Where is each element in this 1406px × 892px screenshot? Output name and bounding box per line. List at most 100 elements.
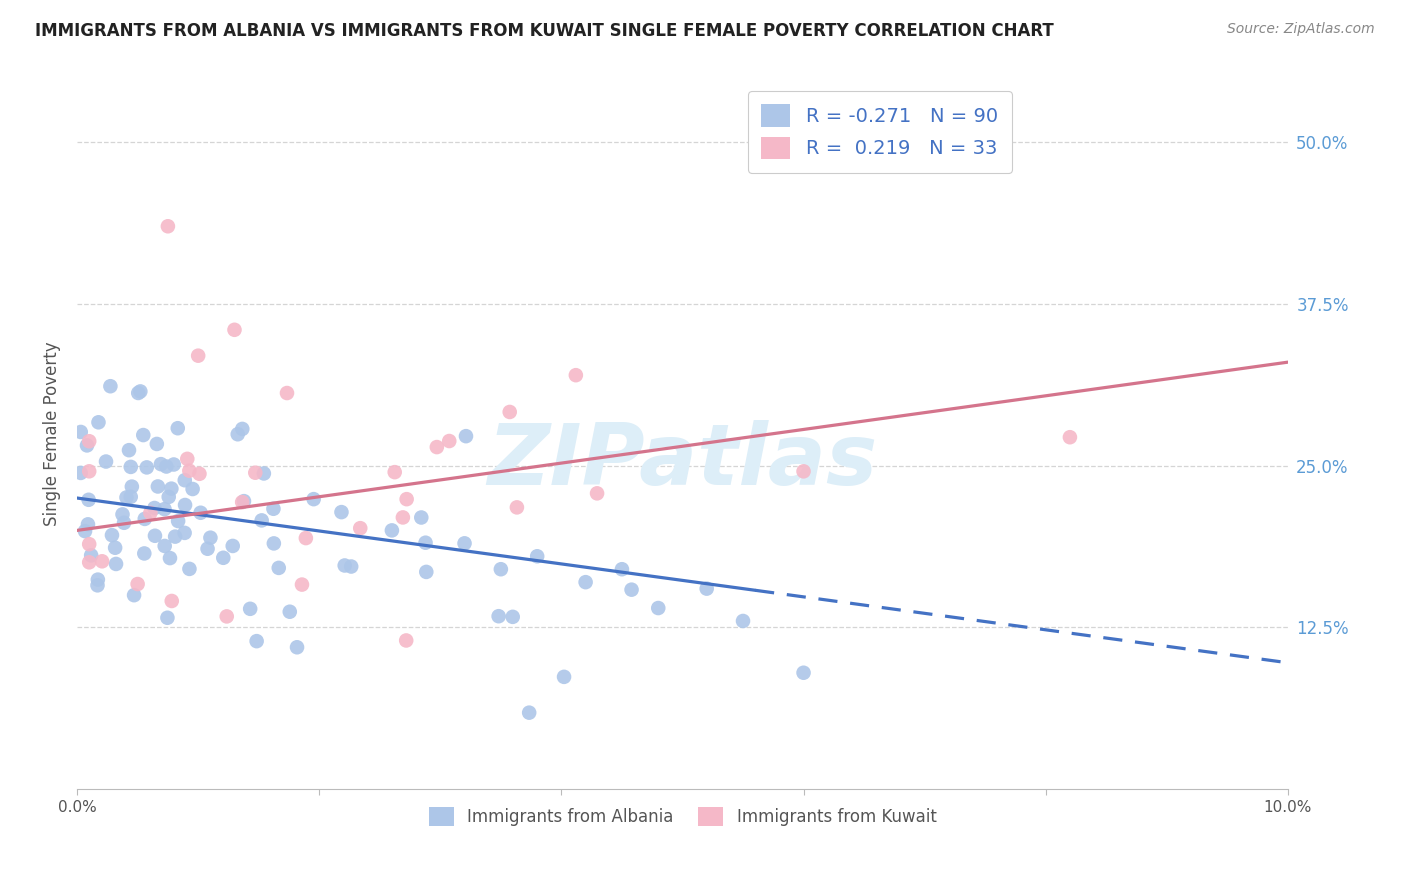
Point: [517, 706, 540, 720]
Point: [112, 516, 135, 530]
Point: [149, 457, 172, 471]
Point: [489, 562, 512, 576]
Point: [111, 508, 134, 522]
Text: IMMIGRANTS FROM ALBANIA VS IMMIGRANTS FROM KUWAIT SINGLE FEMALE POVERTY CORRELAT: IMMIGRANTS FROM ALBANIA VS IMMIGRANTS FR…: [35, 22, 1054, 40]
Point: [793, 464, 815, 478]
Point: [454, 429, 477, 443]
Point: [647, 601, 669, 615]
Point: [87, 415, 110, 429]
Point: [101, 528, 124, 542]
Point: [224, 323, 246, 337]
Point: [160, 482, 183, 496]
Point: [166, 421, 188, 435]
Point: [1059, 430, 1081, 444]
Point: [291, 577, 314, 591]
Point: [120, 459, 142, 474]
Point: [575, 575, 598, 590]
Point: [77, 434, 100, 449]
Point: [146, 479, 169, 493]
Point: [69, 466, 91, 480]
Point: [143, 529, 166, 543]
Point: [415, 565, 437, 579]
Point: [384, 465, 406, 479]
Point: [121, 480, 143, 494]
Point: [139, 506, 162, 520]
Point: [105, 557, 128, 571]
Point: [586, 486, 609, 500]
Point: [155, 459, 177, 474]
Point: [620, 582, 643, 597]
Point: [295, 531, 318, 545]
Point: [127, 577, 149, 591]
Point: [187, 349, 209, 363]
Point: [156, 219, 179, 234]
Point: [132, 428, 155, 442]
Point: [200, 531, 222, 545]
Point: [127, 386, 149, 401]
Point: [302, 492, 325, 507]
Point: [333, 558, 356, 573]
Point: [104, 541, 127, 555]
Point: [157, 490, 180, 504]
Point: [120, 490, 142, 504]
Point: [143, 501, 166, 516]
Point: [381, 524, 404, 538]
Point: [153, 539, 176, 553]
Point: [793, 665, 815, 680]
Point: [453, 536, 475, 550]
Text: ZIPatlas: ZIPatlas: [488, 420, 877, 503]
Point: [100, 379, 122, 393]
Point: [77, 537, 100, 551]
Point: [181, 482, 204, 496]
Point: [246, 634, 269, 648]
Point: [156, 611, 179, 625]
Point: [330, 505, 353, 519]
Point: [499, 405, 522, 419]
Point: [276, 386, 298, 401]
Y-axis label: Single Female Poverty: Single Female Poverty: [44, 341, 60, 525]
Point: [502, 610, 524, 624]
Point: [80, 549, 103, 563]
Point: [129, 384, 152, 399]
Text: Source: ZipAtlas.com: Source: ZipAtlas.com: [1227, 22, 1375, 37]
Point: [526, 549, 548, 564]
Point: [176, 451, 198, 466]
Point: [488, 609, 510, 624]
Point: [190, 506, 212, 520]
Point: [122, 588, 145, 602]
Point: [77, 517, 100, 532]
Point: [565, 368, 588, 383]
Point: [146, 437, 169, 451]
Point: [86, 578, 108, 592]
Point: [174, 498, 197, 512]
Point: [245, 466, 267, 480]
Point: [73, 524, 96, 538]
Point: [263, 536, 285, 550]
Point: [179, 464, 201, 478]
Point: [160, 594, 183, 608]
Point: [188, 467, 211, 481]
Point: [173, 473, 195, 487]
Point: [250, 513, 273, 527]
Point: [262, 501, 284, 516]
Point: [426, 440, 449, 454]
Point: [226, 427, 249, 442]
Point: [395, 492, 418, 507]
Point: [69, 425, 91, 439]
Point: [165, 530, 187, 544]
Point: [77, 492, 100, 507]
Point: [553, 670, 575, 684]
Point: [231, 422, 253, 436]
Point: [87, 573, 110, 587]
Point: [212, 550, 235, 565]
Point: [94, 454, 117, 468]
Point: [76, 438, 98, 452]
Point: [253, 467, 276, 481]
Legend: Immigrants from Albania, Immigrants from Kuwait: Immigrants from Albania, Immigrants from…: [420, 798, 945, 834]
Point: [340, 559, 363, 574]
Point: [239, 602, 262, 616]
Point: [696, 582, 718, 596]
Point: [159, 551, 181, 566]
Point: [77, 555, 100, 569]
Point: [395, 633, 418, 648]
